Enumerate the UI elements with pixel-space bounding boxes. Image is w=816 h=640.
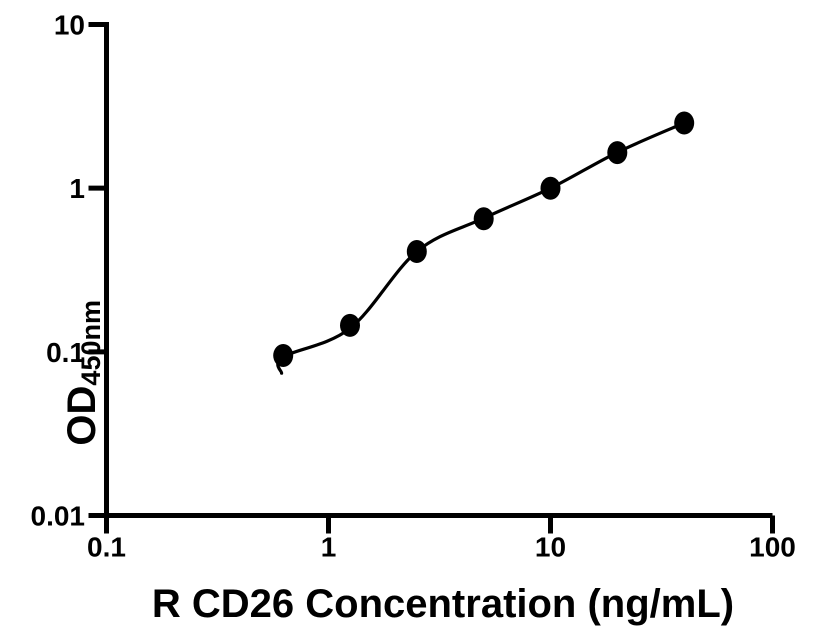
data-point-marker: [607, 141, 628, 165]
data-point-marker: [273, 344, 294, 367]
y-tick-label-10: 10: [54, 10, 85, 41]
x-tick-label-100: 100: [749, 532, 796, 563]
y-axis-title: OD450nm: [59, 300, 106, 446]
y-tick-label-1: 1: [69, 173, 85, 204]
y-tick-label-0.1: 0.1: [46, 337, 85, 368]
y-axis-title-main: OD: [59, 385, 104, 446]
data-point-marker: [540, 176, 561, 200]
x-tick-label-0.1: 0.1: [87, 532, 126, 563]
data-point-marker: [473, 207, 494, 231]
x-tick-label-10: 10: [535, 532, 566, 563]
x-axis-title: R CD26 Concentration (ng/mL): [151, 582, 735, 626]
x-tick-label-1: 1: [321, 532, 337, 563]
data-point-marker: [340, 313, 360, 337]
data-point-marker: [674, 111, 695, 135]
data-point-marker: [406, 240, 427, 263]
y-axis-title-subscript: 450nm: [75, 300, 106, 386]
axes-frame: [104, 24, 773, 518]
y-tick-label-0.01: 0.01: [31, 501, 86, 532]
